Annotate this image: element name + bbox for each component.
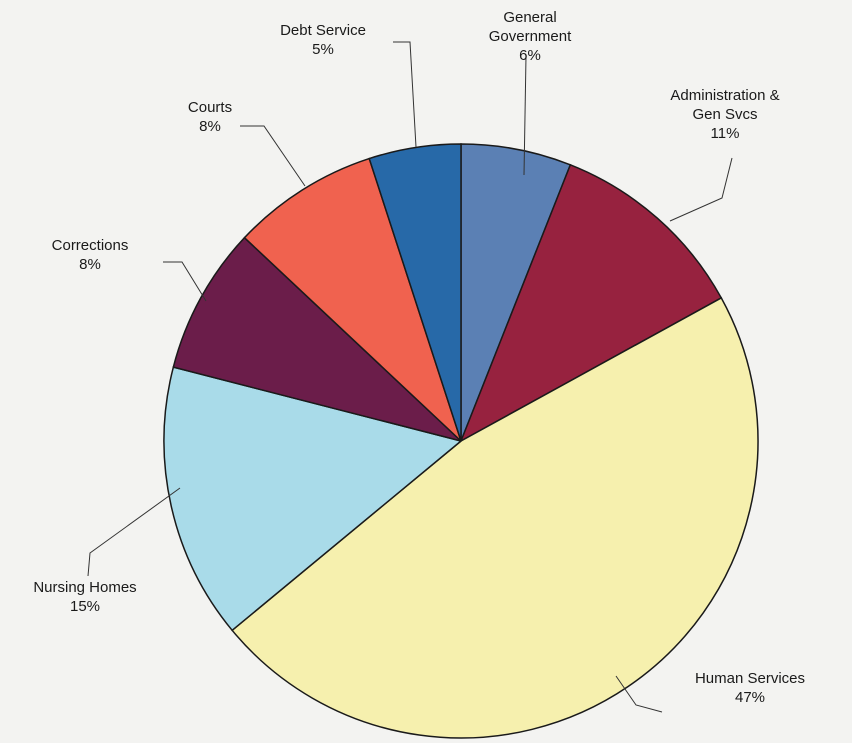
leader-line-administration-and-gen-svcs [669, 157, 733, 222]
slice-debt-service [368, 143, 462, 442]
data-label-value: 6% [519, 47, 541, 64]
data-label-value: 8% [199, 118, 221, 135]
data-label-name: Corrections [51, 237, 129, 254]
slice-courts [243, 157, 462, 442]
data-label-corrections: Corrections 8% [20, 236, 160, 274]
data-label-name: Nursing Homes [33, 579, 137, 596]
leader-line-corrections [163, 261, 207, 302]
data-label-name: Courts [187, 99, 233, 116]
slice-human-services [231, 296, 759, 739]
slice-corrections [172, 236, 462, 442]
data-label-value: 47% [734, 689, 766, 706]
slice-nursing-homes [163, 366, 463, 632]
data-label-name: General [503, 9, 557, 26]
data-label-administration-and-gen-svcs: Administration & Gen Svcs 11% [640, 86, 810, 143]
slice-administration-and-gen-svcs [459, 163, 723, 443]
data-label-value: 5% [312, 41, 334, 58]
data-label-nursing-homes: Nursing Homes 15% [0, 578, 170, 616]
data-label-value: 11% [710, 125, 740, 142]
data-label-name: Government [488, 28, 572, 45]
data-label-debt-service: Debt Service 5% [253, 21, 393, 59]
leader-line-nursing-homes [87, 487, 181, 577]
data-label-name: Administration & [670, 87, 780, 104]
leader-line-debt-service [393, 41, 417, 148]
leader-line-human-services [615, 675, 663, 713]
leader-line-general-government [523, 55, 527, 176]
data-label-name: Human Services [694, 670, 806, 687]
data-label-human-services: Human Services 47% [665, 669, 835, 707]
data-label-name: Gen Svcs [692, 106, 758, 123]
leader-line-courts [240, 125, 306, 187]
data-label-courts: Courts 8% [150, 98, 270, 136]
data-label-value: 15% [69, 598, 101, 615]
data-label-general-government: General Government 6% [470, 8, 590, 65]
data-label-name: Debt Service [280, 22, 366, 39]
data-label-value: 8% [79, 256, 101, 273]
